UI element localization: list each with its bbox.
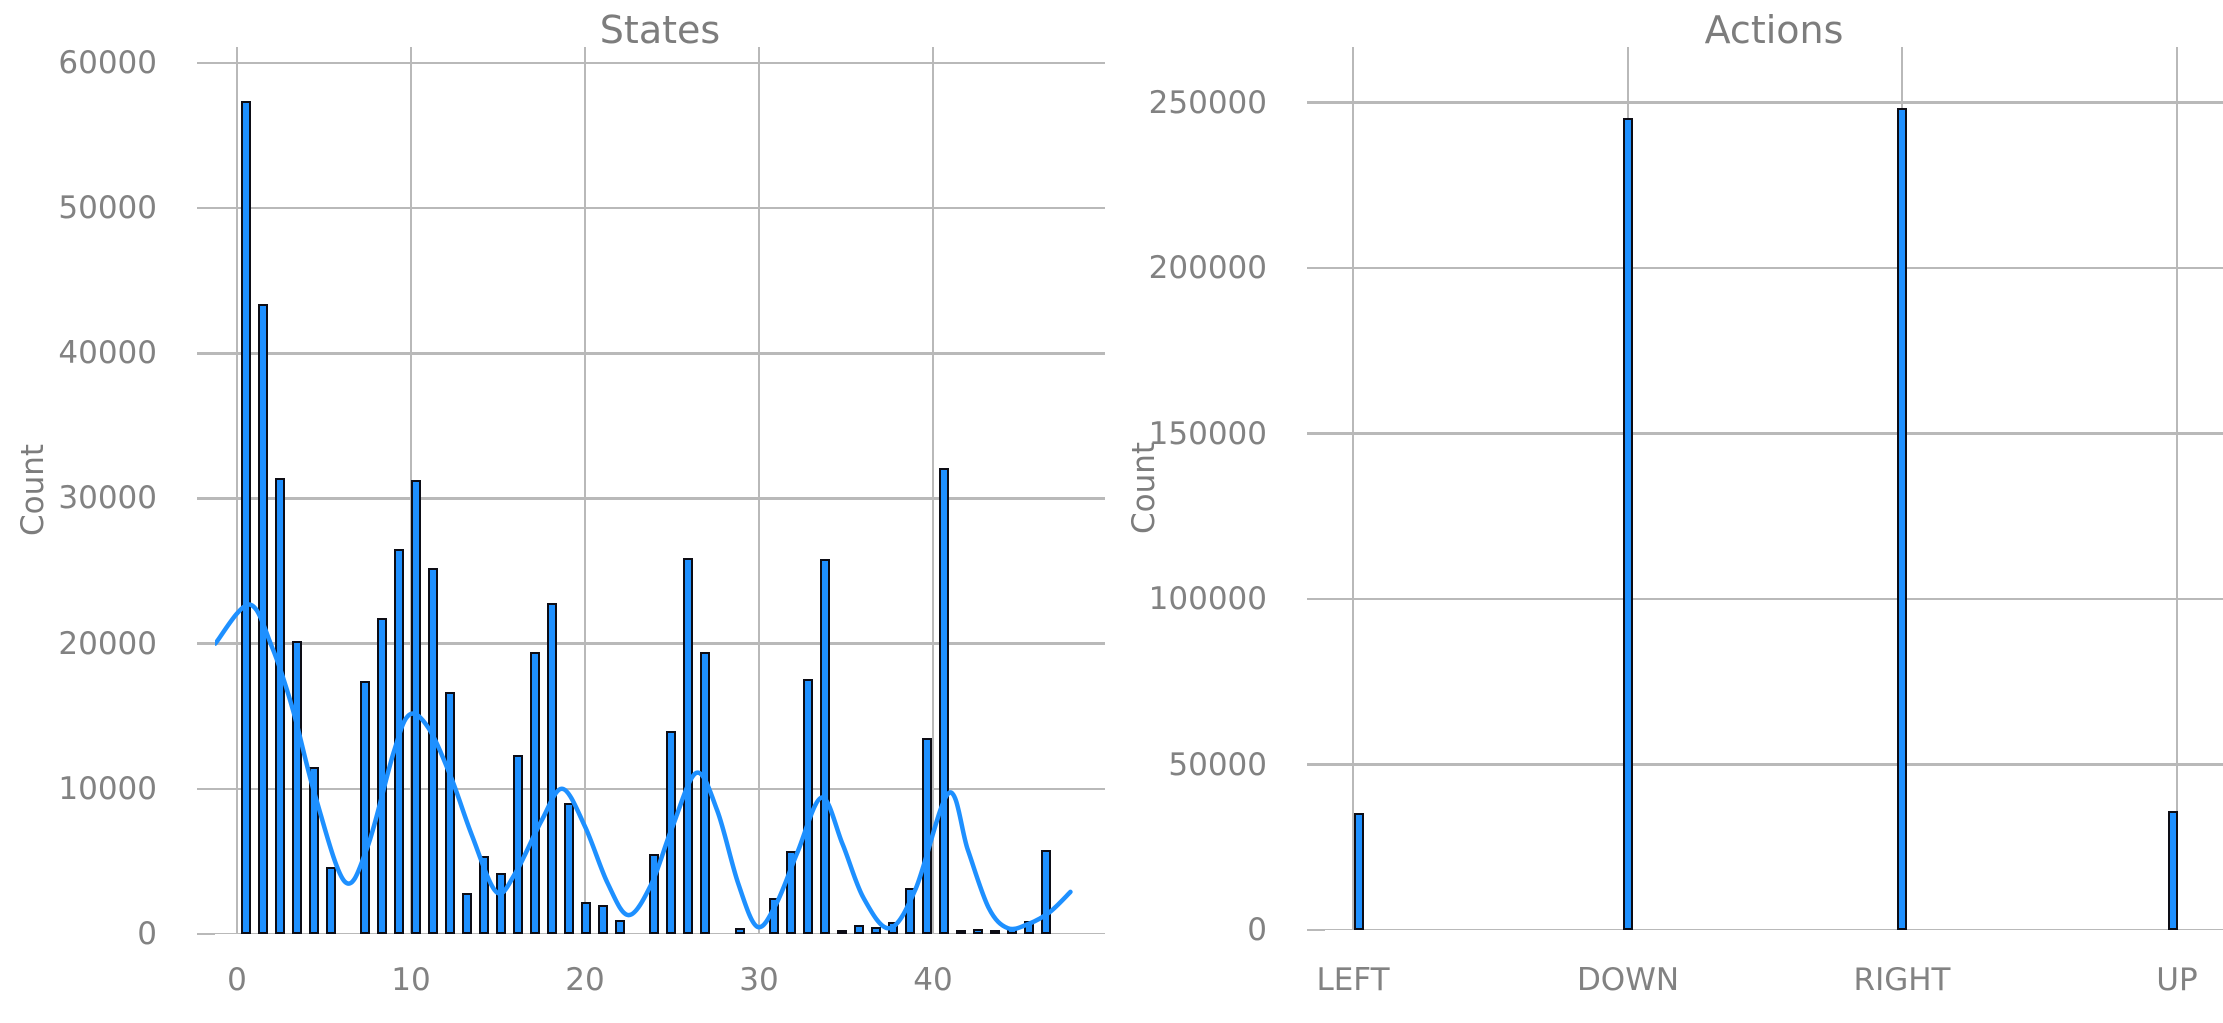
gridline-horizontal — [1325, 432, 2223, 435]
gridline-horizontal — [215, 932, 1105, 934]
actions-plot-area — [1325, 47, 2223, 930]
actions-y-axis-label: Count — [1126, 441, 1162, 535]
states-bar — [410, 479, 421, 934]
states-ytick-label: 40000 — [58, 335, 157, 372]
actions-bar — [1354, 812, 1364, 930]
states-bar — [836, 929, 847, 934]
states-ytick-label: 20000 — [58, 625, 157, 662]
actions-ytick-mark — [1307, 101, 1325, 104]
actions-ytick-label: 250000 — [1148, 84, 1267, 121]
states-bar — [785, 851, 796, 934]
states-bar — [427, 568, 438, 934]
gridline-vertical — [2175, 47, 2179, 930]
kde-line — [215, 602, 1073, 932]
states-xtick-label: 10 — [391, 962, 431, 998]
states-ytick-mark — [197, 787, 215, 791]
states-bar — [1041, 849, 1052, 934]
states-bar — [291, 640, 302, 934]
states-bar — [496, 873, 507, 934]
states-bar — [870, 926, 881, 934]
actions-bar — [1897, 107, 1907, 930]
states-bar — [564, 803, 575, 934]
states-ytick-label: 0 — [137, 916, 157, 952]
actions-xtick-label-right: RIGHT — [1853, 962, 1951, 998]
actions-ytick-label: 200000 — [1148, 250, 1267, 287]
gridline-horizontal — [215, 61, 1105, 65]
actions-xtick-label-down: DOWN — [1576, 962, 1680, 998]
states-bar — [359, 681, 370, 934]
states-bar — [853, 924, 864, 934]
gridline-horizontal — [1325, 266, 2223, 270]
states-bar — [598, 904, 609, 934]
actions-ytick-label: 100000 — [1148, 581, 1267, 618]
states-xtick-label: 20 — [565, 962, 605, 998]
states-ytick-mark — [197, 932, 215, 936]
gridline-vertical — [931, 47, 935, 934]
actions-ytick-label: 50000 — [1168, 746, 1267, 783]
states-bar — [461, 893, 472, 934]
states-bar — [734, 928, 745, 934]
states-ytick-mark — [197, 352, 215, 355]
actions-bar — [2168, 810, 2178, 930]
actions-chart-title: Actions — [1704, 8, 1844, 52]
states-bar — [547, 603, 558, 934]
states-xtick-label: 0 — [227, 962, 247, 998]
states-bar — [615, 920, 626, 934]
gridline-vertical — [235, 47, 239, 934]
states-bar — [683, 558, 694, 934]
states-ytick-label: 10000 — [58, 770, 157, 807]
states-xtick-label: 30 — [739, 962, 779, 998]
states-bar — [530, 652, 541, 934]
gridline-horizontal — [215, 787, 1105, 791]
states-ytick-label: 30000 — [58, 480, 157, 517]
actions-xtick-label-left: LEFT — [1316, 962, 1390, 998]
actions-ytick-mark — [1307, 763, 1325, 766]
gridline-horizontal — [1325, 597, 2223, 601]
actions-ytick-mark — [1307, 266, 1325, 270]
gridline-horizontal — [215, 642, 1105, 645]
states-ytick-mark — [197, 61, 215, 65]
states-plot-area — [215, 47, 1105, 934]
states-bar — [990, 930, 1001, 934]
states-bar — [479, 855, 489, 934]
states-ytick-label: 60000 — [58, 44, 157, 81]
states-ytick-mark — [197, 642, 215, 645]
states-chart-title: States — [599, 8, 721, 52]
states-bar — [274, 478, 285, 934]
states-ytick-mark — [197, 497, 215, 500]
gridline-vertical — [583, 47, 587, 934]
states-bar — [308, 767, 319, 934]
states-bar — [819, 559, 830, 934]
states-bar — [581, 902, 592, 934]
states-bar — [325, 867, 336, 934]
states-bar — [973, 928, 983, 934]
actions-ytick-label: 150000 — [1148, 415, 1267, 452]
states-bar — [240, 100, 251, 934]
actions-bar — [1623, 117, 1633, 930]
states-bar — [513, 755, 524, 934]
actions-ytick-mark — [1307, 432, 1325, 435]
states-bar — [938, 468, 949, 934]
gridline-horizontal — [215, 497, 1105, 500]
gridline-vertical — [757, 47, 761, 934]
states-bar — [444, 691, 455, 934]
states-ytick-label: 50000 — [58, 190, 157, 227]
actions-xtick-label-up: UP — [2156, 962, 2198, 998]
states-xtick-label: 40 — [913, 962, 953, 998]
states-bar — [802, 678, 813, 934]
gridline-horizontal — [1325, 101, 2223, 104]
gridline-vertical — [1351, 47, 1355, 930]
actions-ytick-mark — [1307, 928, 1325, 932]
actions-ytick-mark — [1307, 597, 1325, 601]
gridline-horizontal — [215, 206, 1105, 210]
actions-ytick-label: 0 — [1247, 912, 1267, 948]
states-bar — [649, 854, 660, 934]
states-kde-curve — [215, 602, 1073, 932]
gridline-horizontal — [1325, 928, 2223, 930]
gridline-horizontal — [1325, 763, 2223, 766]
states-ytick-mark — [197, 206, 215, 210]
gridline-horizontal — [215, 352, 1105, 355]
states-bar — [955, 929, 966, 934]
